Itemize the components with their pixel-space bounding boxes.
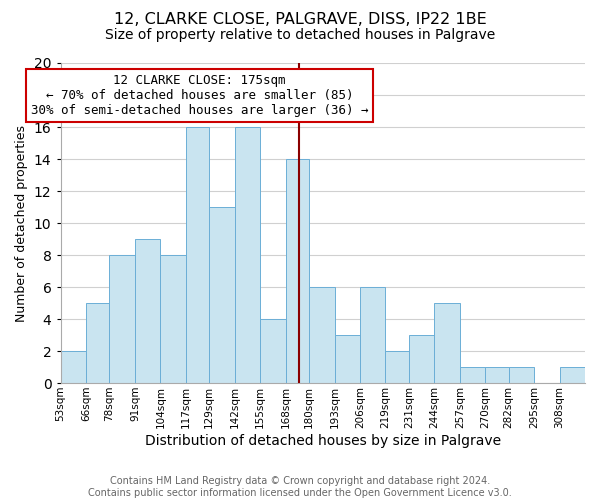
Bar [86, 303, 109, 383]
Text: 12, CLARKE CLOSE, PALGRAVE, DISS, IP22 1BE: 12, CLARKE CLOSE, PALGRAVE, DISS, IP22 1… [113, 12, 487, 28]
Bar [61, 351, 86, 383]
Bar [109, 255, 135, 383]
X-axis label: Distribution of detached houses by size in Palgrave: Distribution of detached houses by size … [145, 434, 501, 448]
Bar [434, 303, 460, 383]
Bar [260, 319, 286, 383]
Bar [360, 287, 385, 383]
Bar [135, 239, 160, 383]
Text: 12 CLARKE CLOSE: 175sqm
← 70% of detached houses are smaller (85)
30% of semi-de: 12 CLARKE CLOSE: 175sqm ← 70% of detache… [31, 74, 368, 117]
Bar [309, 287, 335, 383]
Bar [560, 367, 585, 383]
Bar [160, 255, 186, 383]
Bar [509, 367, 534, 383]
Bar [286, 159, 309, 383]
Bar [186, 127, 209, 383]
Bar [460, 367, 485, 383]
Bar [485, 367, 509, 383]
Bar [409, 335, 434, 383]
Y-axis label: Number of detached properties: Number of detached properties [15, 124, 28, 322]
Bar [235, 127, 260, 383]
Text: Size of property relative to detached houses in Palgrave: Size of property relative to detached ho… [105, 28, 495, 42]
Text: Contains HM Land Registry data © Crown copyright and database right 2024.
Contai: Contains HM Land Registry data © Crown c… [88, 476, 512, 498]
Bar [209, 207, 235, 383]
Bar [385, 351, 409, 383]
Bar [335, 335, 360, 383]
